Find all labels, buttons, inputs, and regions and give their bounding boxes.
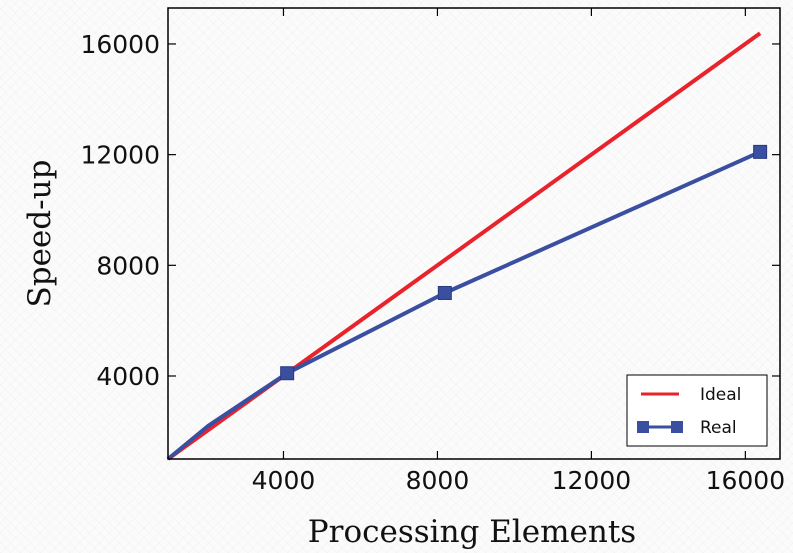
legend-box — [626, 374, 768, 447]
plot-frame — [167, 7, 781, 460]
legend-real-marker — [671, 421, 683, 433]
legend: Ideal Real — [626, 374, 768, 447]
data-point-real — [280, 366, 295, 381]
y-tick-label: 12000 — [80, 141, 160, 170]
x-tick-label: 8000 — [406, 466, 470, 495]
y-tick-label: 4000 — [96, 362, 160, 391]
data-point-real — [437, 285, 452, 300]
legend-ideal-label: Ideal — [700, 385, 741, 405]
y-axis: 4000 8000 12000 16000 — [80, 30, 780, 391]
x-tick-label: 16000 — [706, 466, 786, 495]
x-axis: 4000 8000 12000 16000 — [252, 8, 785, 495]
x-tick-label: 12000 — [552, 466, 632, 495]
data-point-real — [753, 144, 768, 159]
legend-real-marker — [637, 421, 649, 433]
x-tick-label: 4000 — [252, 466, 316, 495]
plot-lines — [166, 31, 768, 461]
y-tick-label: 8000 — [96, 251, 160, 280]
y-axis-title: Speed-up — [22, 160, 58, 308]
x-axis-title: Processing Elements — [308, 514, 636, 550]
legend-real-label: Real — [700, 418, 737, 438]
y-tick-label: 16000 — [80, 30, 160, 59]
